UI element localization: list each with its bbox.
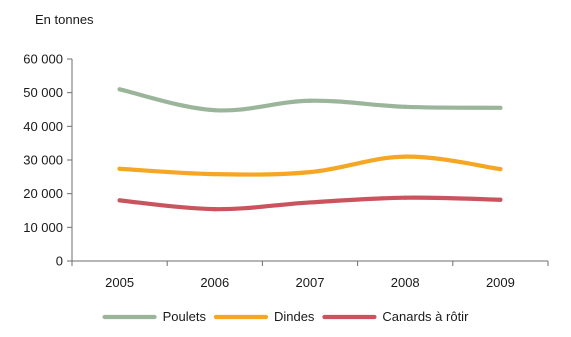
data-point — [117, 166, 122, 171]
data-point — [212, 172, 217, 177]
legend-label: Canards à rôtir — [382, 309, 469, 324]
legend-item: Canards à rôtir — [322, 309, 469, 324]
x-tick-label: 2005 — [105, 275, 134, 290]
data-point — [212, 207, 217, 212]
data-point — [117, 87, 122, 92]
data-point — [212, 108, 217, 113]
data-point — [117, 198, 122, 203]
data-point — [498, 105, 503, 110]
y-tick-label: 60 000 — [23, 52, 63, 67]
data-point — [403, 154, 408, 159]
y-tick-label: 20 000 — [23, 186, 63, 201]
series-lines — [117, 87, 503, 212]
x-tick-label: 2008 — [391, 275, 420, 290]
data-point — [307, 200, 313, 205]
data-point — [403, 195, 408, 200]
series-3 — [117, 195, 503, 212]
series-2 — [117, 154, 503, 177]
y-tick-label: 40 000 — [23, 119, 63, 134]
legend-label: Dindes — [274, 309, 315, 324]
y-tick-label: 10 000 — [23, 220, 63, 235]
x-tick-label: 2009 — [486, 275, 515, 290]
data-point — [307, 98, 313, 103]
data-point — [498, 197, 503, 202]
x-axis: 2005 2006 2007 2008 2009 — [71, 260, 549, 290]
data-point — [498, 166, 503, 172]
y-tick-label: 30 000 — [23, 153, 63, 168]
legend-item: Dindes — [213, 309, 315, 324]
legend: Poulets Dindes Canards à rôtir — [102, 309, 469, 324]
data-point — [403, 104, 408, 109]
legend-label: Poulets — [163, 309, 207, 324]
x-tick-label: 2006 — [200, 275, 229, 290]
y-tick-label: 50 000 — [23, 85, 63, 100]
unit-label: En tonnes — [35, 12, 94, 27]
y-axis: 0 10 000 20 000 30 000 40 000 50 000 60 000 — [23, 52, 73, 269]
legend-item: Poulets — [102, 309, 207, 324]
data-point — [307, 170, 313, 175]
x-tick-label: 2007 — [296, 275, 325, 290]
series-1 — [117, 87, 503, 113]
y-tick-label: 0 — [56, 254, 63, 269]
